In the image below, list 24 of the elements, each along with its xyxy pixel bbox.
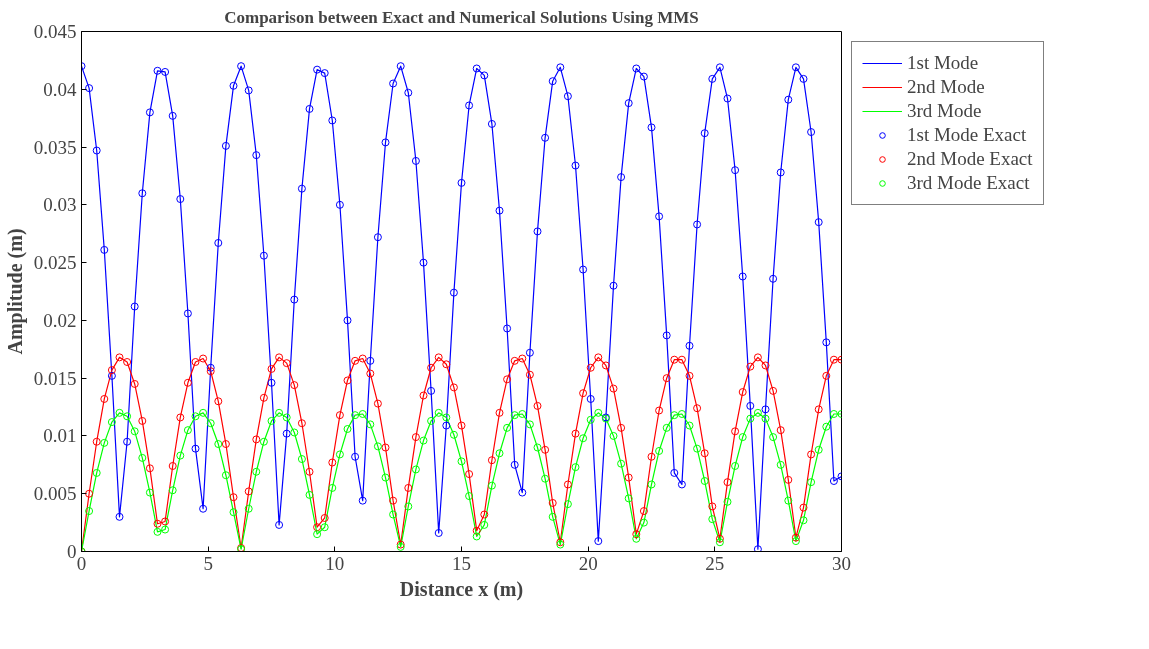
legend-label: 2nd Mode xyxy=(907,76,985,98)
x-tick-label: 25 xyxy=(705,552,725,574)
y-tick-label: 0.04 xyxy=(43,78,77,100)
y-tick-label: 0.015 xyxy=(33,367,77,389)
y-tick-label: 0.045 xyxy=(33,21,77,42)
legend-label: 2nd Mode Exact xyxy=(907,148,1033,170)
y-tick-label: 0.02 xyxy=(43,309,77,331)
y-tick-label: 0.01 xyxy=(43,425,77,447)
legend-label: 1st Mode Exact xyxy=(907,124,1027,146)
legend-label: 3rd Mode xyxy=(907,100,982,122)
x-tick-label: 10 xyxy=(325,552,345,574)
x-tick-label: 15 xyxy=(452,552,471,574)
chart-title: Comparison between Exact and Numerical Solutions Using MMS xyxy=(224,7,699,27)
x-tick-label: 20 xyxy=(578,552,598,574)
y-tick-label: 0.025 xyxy=(33,252,77,274)
legend-label: 1st Mode xyxy=(907,52,979,74)
x-tick-label: 5 xyxy=(203,552,213,574)
y-tick-label: 0.005 xyxy=(33,483,77,505)
legend-label: 3rd Mode Exact xyxy=(907,172,1030,194)
x-axis-title: Distance x (m) xyxy=(399,577,524,601)
y-tick-label: 0.035 xyxy=(33,136,77,158)
x-tick-label: 30 xyxy=(832,552,851,574)
y-axis-title: Amplitude (m) xyxy=(3,228,27,355)
y-tick-label: 0.03 xyxy=(43,194,77,216)
